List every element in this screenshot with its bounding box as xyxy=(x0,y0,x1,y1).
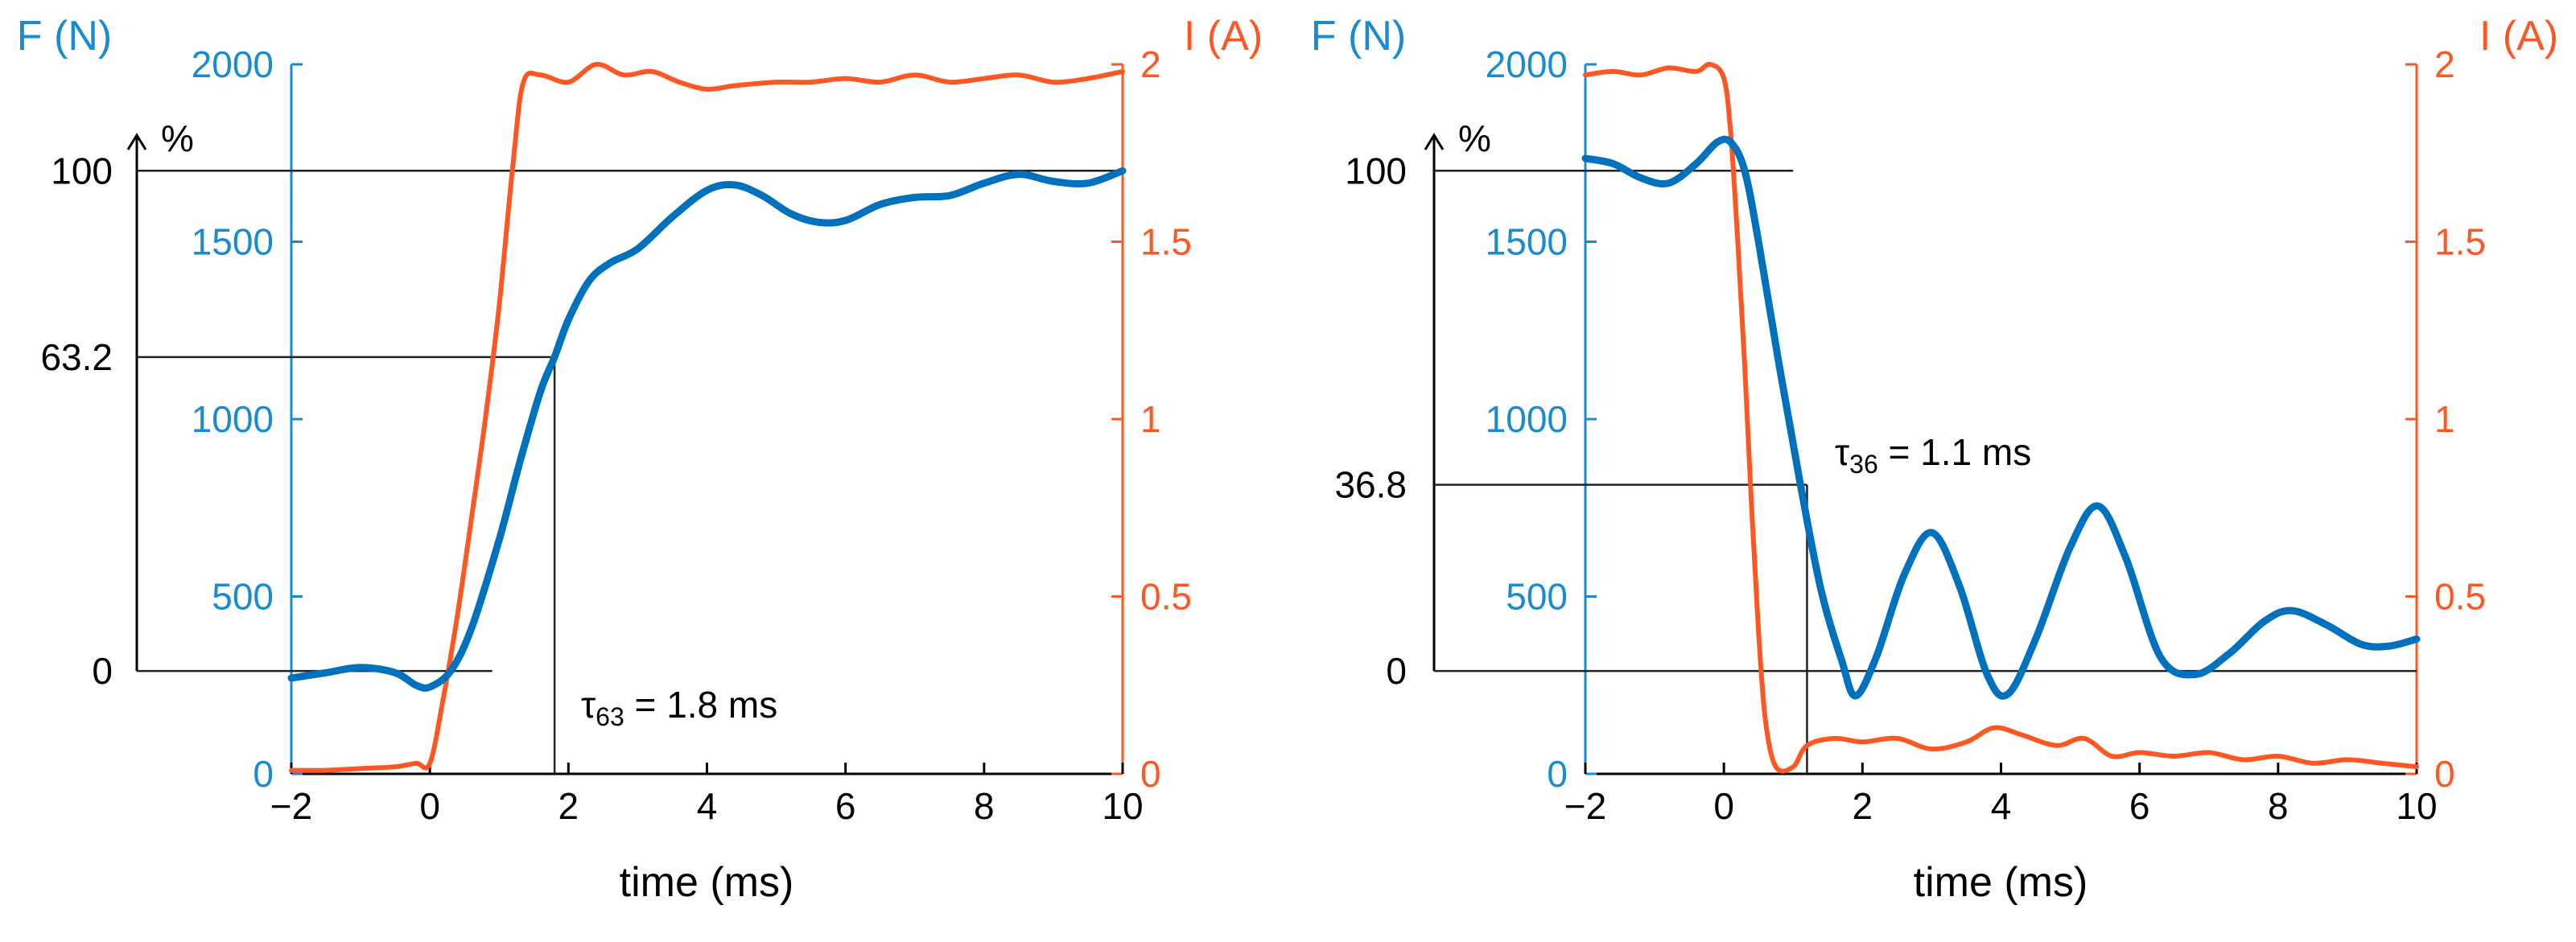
force-tick-label: 2000 xyxy=(192,43,274,85)
time-axis-title: time (ms) xyxy=(1914,859,2088,906)
current-tick-label: 1 xyxy=(2434,398,2455,440)
time-tick-label: −2 xyxy=(270,785,312,827)
tau-subscript: 63 xyxy=(596,702,624,731)
percent-axis-title: % xyxy=(161,117,194,159)
force-axis-title: F (N) xyxy=(1311,13,1406,60)
tau-annotation: τ36 = 1.1 ms xyxy=(1835,431,2031,479)
time-tick-label: 6 xyxy=(835,785,856,827)
percent-axis-title: % xyxy=(1458,117,1491,159)
current-series-line xyxy=(289,61,1125,773)
force-tick-label: 1500 xyxy=(1486,221,1568,263)
time-tick-label: 0 xyxy=(419,785,440,827)
percent-tick-label: 63.2 xyxy=(40,336,113,378)
force-tick-label: 1000 xyxy=(1486,398,1568,440)
time-tick-label: 2 xyxy=(558,785,579,827)
tau-subscript: 36 xyxy=(1849,450,1878,479)
current-tick-label: 1.5 xyxy=(2434,221,2486,263)
percent-axis-arrowhead xyxy=(1424,133,1445,150)
force-tick-label: 2000 xyxy=(1486,43,1568,85)
current-series-line xyxy=(1583,61,2419,774)
time-tick-label: 8 xyxy=(2268,785,2289,827)
current-tick-label: 0 xyxy=(1140,753,1161,795)
force-tick-label: 500 xyxy=(212,576,274,618)
current-tick-label: 0.5 xyxy=(2434,576,2486,618)
time-tick-label: 10 xyxy=(2396,785,2437,827)
time-tick-label: 4 xyxy=(1991,785,2012,827)
percent-tick-label: 100 xyxy=(51,150,113,191)
force-series-line xyxy=(287,167,1127,692)
current-tick-label: 1 xyxy=(1140,398,1161,440)
force-tick-label: 1000 xyxy=(192,398,274,440)
current-axis-title: I (A) xyxy=(2479,13,2558,60)
current-tick-label: 2 xyxy=(1140,43,1161,85)
time-tick-label: 0 xyxy=(1713,785,1734,827)
force-tick-label: 500 xyxy=(1506,576,1568,618)
force-series-line xyxy=(1581,135,2421,700)
time-tick-label: 2 xyxy=(1853,785,1873,827)
percent-tick-label: 0 xyxy=(1386,650,1407,692)
percent-tick-label: 36.8 xyxy=(1334,464,1407,506)
current-tick-label: 0 xyxy=(2434,753,2455,795)
force-tick-label: 0 xyxy=(1547,753,1568,795)
time-tick-label: 8 xyxy=(974,785,995,827)
tau-symbol: τ xyxy=(581,684,596,726)
current-tick-label: 2 xyxy=(2434,43,2455,85)
percent-axis-arrowhead xyxy=(126,133,147,150)
tau-value: = 1.8 ms xyxy=(624,684,777,726)
time-tick-label: 6 xyxy=(2129,785,2150,827)
current-tick-label: 1.5 xyxy=(1140,221,1192,263)
force-tick-label: 1500 xyxy=(192,221,274,263)
percent-tick-label: 0 xyxy=(92,650,113,692)
current-tick-label: 0.5 xyxy=(1140,576,1192,618)
percent-tick-label: 100 xyxy=(1345,150,1407,191)
force-axis-title: F (N) xyxy=(17,13,112,60)
tau-value: = 1.1 ms xyxy=(1878,431,2031,473)
time-tick-label: −2 xyxy=(1564,785,1606,827)
tau-symbol: τ xyxy=(1835,431,1849,473)
time-tick-label: 10 xyxy=(1102,785,1143,827)
force-tick-label: 0 xyxy=(253,753,274,795)
time-tick-label: 4 xyxy=(697,785,718,827)
tau-annotation: τ63 = 1.8 ms xyxy=(581,684,777,731)
time-axis-title: time (ms) xyxy=(620,859,794,906)
current-axis-title: I (A) xyxy=(1184,13,1263,60)
